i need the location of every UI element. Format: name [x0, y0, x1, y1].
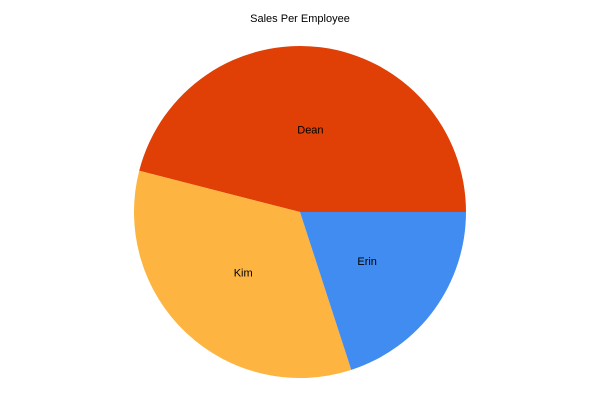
- pie-slice-kim: [134, 170, 352, 379]
- chart-title: Sales Per Employee: [250, 13, 350, 25]
- pie-slice-erin: [300, 212, 466, 370]
- slice-label: Erin: [357, 256, 377, 268]
- slice-label: Kim: [234, 268, 253, 280]
- pie-slice-dean: [139, 46, 466, 212]
- slice-label: Dean: [297, 125, 323, 137]
